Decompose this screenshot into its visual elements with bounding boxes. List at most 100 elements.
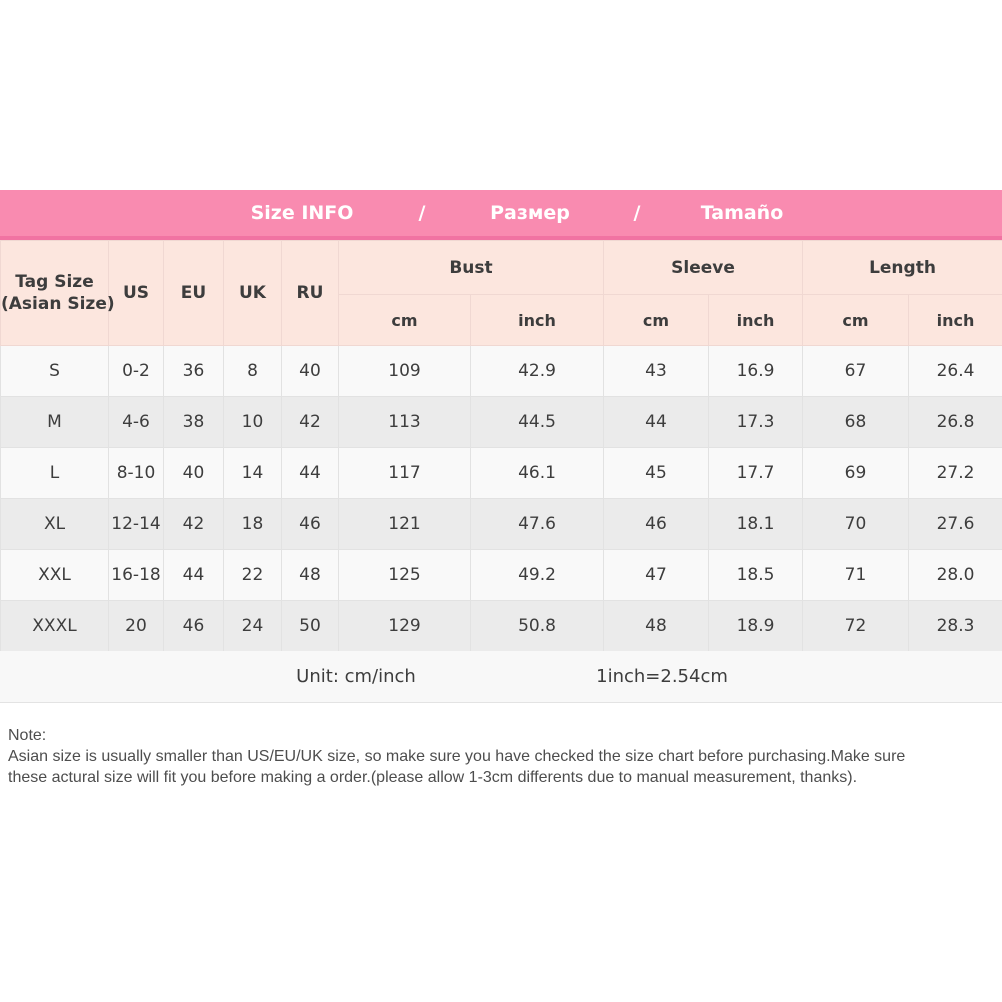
table-header-row-groups: Tag Size (Asian Size) US EU UK RU Bust S… xyxy=(0,240,1002,346)
table-cell: 14 xyxy=(223,447,282,499)
header-uk: UK xyxy=(223,240,282,346)
table-cell: 18.1 xyxy=(708,498,803,550)
table-cell: 8-10 xyxy=(108,447,164,499)
table-cell: 46 xyxy=(163,600,224,652)
table-cell: 16-18 xyxy=(108,549,164,601)
unit-label: Unit: cm/inch xyxy=(296,666,416,687)
header-tag-size-line1: Tag Size xyxy=(15,272,94,292)
note-text-line2: these actural size will fit you before m… xyxy=(8,769,858,786)
table-cell: 28.0 xyxy=(908,549,1002,601)
note-label: Note: xyxy=(8,727,47,744)
table-header-row-units: cm inch cm inch cm inch xyxy=(1,294,1002,346)
header-ru: RU xyxy=(281,240,339,346)
header-sleeve: Sleeve xyxy=(603,240,803,295)
conversion-label: 1inch=2.54cm xyxy=(596,666,728,687)
table-cell: XXL xyxy=(0,549,109,601)
table-cell: 12-14 xyxy=(108,498,164,550)
table-cell: 109 xyxy=(338,345,471,397)
header-tag-size-line2: (Asian Size) xyxy=(1,294,115,314)
table-cell: 18.5 xyxy=(708,549,803,601)
table-cell: 38 xyxy=(163,396,224,448)
header-us: US xyxy=(108,240,164,346)
table-cell: 117 xyxy=(338,447,471,499)
table-cell: 50 xyxy=(281,600,339,652)
table-cell: 40 xyxy=(163,447,224,499)
table-cell: 69 xyxy=(802,447,909,499)
header-tag-size: Tag Size (Asian Size) xyxy=(0,240,115,346)
table-cell: 44 xyxy=(163,549,224,601)
table-cell: 26.4 xyxy=(908,345,1002,397)
table-cell: 24 xyxy=(223,600,282,652)
table-cell: M xyxy=(0,396,109,448)
table-cell: XXXL xyxy=(0,600,109,652)
header-bust-cm: cm xyxy=(338,294,471,346)
table-cell: 72 xyxy=(802,600,909,652)
header-sleeve-cm: cm xyxy=(603,294,709,346)
table-cell: 42.9 xyxy=(470,345,604,397)
note-section: Note: Asian size is usually smaller than… xyxy=(8,725,998,788)
table-cell: 113 xyxy=(338,396,471,448)
table-cell: 44 xyxy=(281,447,339,499)
table-cell: 40 xyxy=(281,345,339,397)
banner-separator: / xyxy=(633,202,641,224)
header-bust-inch: inch xyxy=(470,294,604,346)
table-cell: 121 xyxy=(338,498,471,550)
table-cell: 18 xyxy=(223,498,282,550)
table-cell: 26.8 xyxy=(908,396,1002,448)
table-cell: 0-2 xyxy=(108,345,164,397)
table-cell: 36 xyxy=(163,345,224,397)
table-cell: 18.9 xyxy=(708,600,803,652)
header-length-inch: inch xyxy=(908,294,1002,346)
table-cell: 48 xyxy=(603,600,709,652)
banner-separator: / xyxy=(418,202,426,224)
table-cell: 44 xyxy=(603,396,709,448)
table-cell: 27.2 xyxy=(908,447,1002,499)
banner-title-ru: Размер xyxy=(490,202,570,224)
table-cell: 45 xyxy=(603,447,709,499)
header-bust: Bust xyxy=(338,240,604,295)
unit-footer-row: Unit: cm/inch 1inch=2.54cm xyxy=(0,651,1002,703)
table-cell: 17.7 xyxy=(708,447,803,499)
banner-title-es: Tamaño xyxy=(700,202,784,224)
table-cell: 27.6 xyxy=(908,498,1002,550)
table-cell: XL xyxy=(0,498,109,550)
table-cell: 48 xyxy=(281,549,339,601)
note-text-line1: Asian size is usually smaller than US/EU… xyxy=(8,748,906,765)
header-sleeve-inch: inch xyxy=(708,294,803,346)
header-length-cm: cm xyxy=(802,294,909,346)
banner-title-en: Size INFO xyxy=(250,202,354,224)
table-cell: 4-6 xyxy=(108,396,164,448)
table-cell: 70 xyxy=(802,498,909,550)
table-cell: 67 xyxy=(802,345,909,397)
size-table: Tag Size (Asian Size) US EU UK RU Bust S… xyxy=(0,240,1002,652)
table-cell: 125 xyxy=(338,549,471,601)
table-cell: 46.1 xyxy=(470,447,604,499)
size-info-banner: Size INFO / Размер / Tamaño xyxy=(0,190,1002,240)
table-cell: S xyxy=(0,345,109,397)
table-cell: 47 xyxy=(603,549,709,601)
table-cell: 16.9 xyxy=(708,345,803,397)
table-cell: 50.8 xyxy=(470,600,604,652)
table-cell: 44.5 xyxy=(470,396,604,448)
table-cell: 42 xyxy=(163,498,224,550)
header-length: Length xyxy=(802,240,1002,295)
table-cell: 49.2 xyxy=(470,549,604,601)
table-cell: 129 xyxy=(338,600,471,652)
size-row-l: L 8-10 40 14 44 117 46.1 45 17.7 69 27.2 xyxy=(0,447,1002,499)
table-cell: 46 xyxy=(281,498,339,550)
table-cell: 68 xyxy=(802,396,909,448)
table-cell: 28.3 xyxy=(908,600,1002,652)
size-row-m: M 4-6 38 10 42 113 44.5 44 17.3 68 26.8 xyxy=(0,396,1002,448)
size-row-xl: XL 12-14 42 18 46 121 47.6 46 18.1 70 27… xyxy=(0,498,1002,550)
table-cell: 22 xyxy=(223,549,282,601)
size-row-xxxl: XXXL 20 46 24 50 129 50.8 48 18.9 72 28.… xyxy=(0,600,1002,652)
table-cell: 17.3 xyxy=(708,396,803,448)
table-cell: 71 xyxy=(802,549,909,601)
table-cell: 43 xyxy=(603,345,709,397)
table-cell: L xyxy=(0,447,109,499)
table-cell: 47.6 xyxy=(470,498,604,550)
table-cell: 46 xyxy=(603,498,709,550)
table-cell: 42 xyxy=(281,396,339,448)
size-row-s: S 0-2 36 8 40 109 42.9 43 16.9 67 26.4 xyxy=(0,345,1002,397)
